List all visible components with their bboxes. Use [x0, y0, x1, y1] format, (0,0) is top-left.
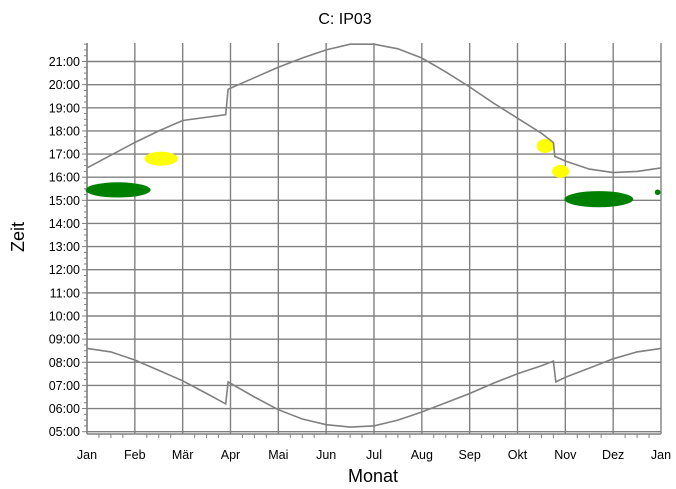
- x-tick-label: Jun: [316, 448, 336, 462]
- x-tick-label: Apr: [221, 448, 240, 462]
- y-tick-label: 09:00: [49, 333, 80, 347]
- x-tick-label: Feb: [124, 448, 146, 462]
- y-tick-label: 14:00: [49, 217, 80, 231]
- shaded-regions: [85, 139, 661, 208]
- x-axis-label: Monat: [348, 466, 398, 486]
- shaded-region: [654, 189, 661, 196]
- x-tick-label: Dez: [602, 448, 624, 462]
- x-tick-label: Sep: [459, 448, 481, 462]
- y-axis-label: Zeit: [8, 222, 28, 252]
- shaded-region: [551, 164, 570, 178]
- y-tick-label: 05:00: [49, 425, 80, 439]
- series-line-sunrise: [86, 347, 662, 428]
- y-tick-label: 07:00: [49, 379, 80, 393]
- series-line-sunset: [86, 43, 662, 174]
- x-tick-label: Okt: [508, 448, 528, 462]
- y-tick-label: 13:00: [49, 240, 80, 254]
- y-tick-label: 21:00: [49, 55, 80, 69]
- y-tick-label: 15:00: [49, 194, 80, 208]
- y-tick-label: 20:00: [49, 78, 80, 92]
- y-tick-label: 12:00: [49, 263, 80, 277]
- y-tick-label: 11:00: [50, 286, 80, 300]
- y-tick-label: 17:00: [49, 148, 80, 162]
- y-tick-label: 18:00: [49, 124, 80, 138]
- y-tick-label: 08:00: [49, 356, 80, 370]
- shaded-region: [536, 139, 554, 153]
- y-tick-label: 06:00: [49, 402, 80, 416]
- y-tick-label: 10:00: [49, 310, 80, 324]
- shaded-region: [85, 182, 151, 198]
- x-tick-label: Jul: [366, 448, 382, 462]
- shaded-region: [144, 151, 178, 166]
- x-tick-label: Mai: [268, 448, 288, 462]
- grid: [86, 43, 662, 435]
- chart-title: C: IP03: [318, 11, 371, 28]
- x-tick-label: Aug: [411, 448, 433, 462]
- x-tick-label: Jan: [651, 448, 671, 462]
- axis-ticks: Jan Feb Mär Apr Mai Jun Jul Aug Sep Okt Nov Dez Jan 0…: [49, 43, 671, 462]
- x-tick-label: Mär: [172, 448, 194, 462]
- x-tick-label: Jan: [77, 448, 97, 462]
- x-tick-label: Nov: [554, 448, 577, 462]
- y-tick-label: 16:00: [49, 171, 80, 185]
- y-tick-label: 19:00: [49, 101, 80, 115]
- shaded-region: [564, 191, 634, 208]
- series-lines: [86, 43, 662, 428]
